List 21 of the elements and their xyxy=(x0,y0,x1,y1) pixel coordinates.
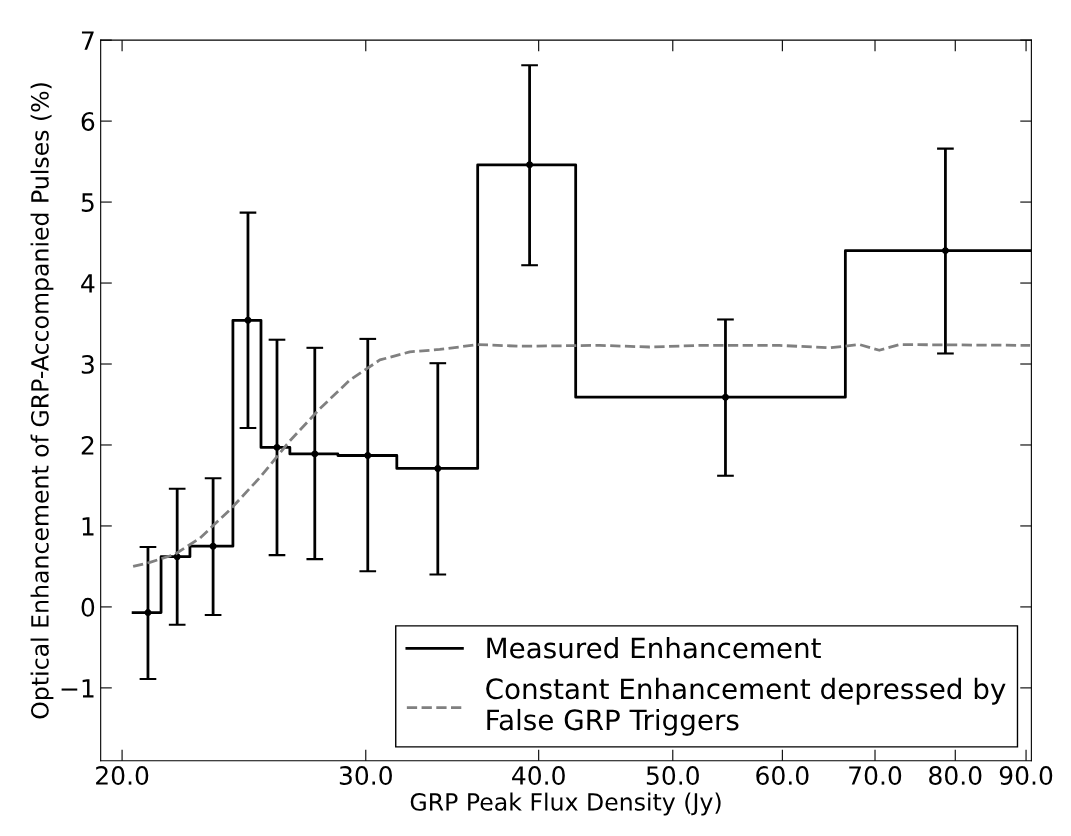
y-tick-label: 7 xyxy=(81,31,94,50)
x-tick-label: 40.0 xyxy=(512,766,565,785)
y-tick-label: −1 xyxy=(61,679,94,698)
y-tick-label: 3 xyxy=(81,354,94,374)
y-tick-label: 0 xyxy=(81,597,95,617)
x-tick-label: 80.0 xyxy=(929,766,982,785)
x-tick-label: 20.0 xyxy=(96,766,149,785)
x-axis-title: GRP Peak Flux Density (Jy) xyxy=(410,792,721,816)
legend-label: Constant Enhancement depressed by False GRP Triggers xyxy=(486,677,1006,736)
y-tick-label: 1 xyxy=(82,517,94,536)
x-tick-label: 70.0 xyxy=(849,766,902,785)
x-tick-label: 50.0 xyxy=(646,766,699,785)
legend-label: Measured Enhancement xyxy=(487,637,821,659)
y-tick-label: 2 xyxy=(81,435,94,455)
y-tick-label: 6 xyxy=(81,112,95,131)
x-tick-label: 60.0 xyxy=(756,766,809,785)
x-tick-label: 30.0 xyxy=(339,766,392,785)
y-axis-title: Optical Enhancement of GRP-Accompanied Pulses (%) xyxy=(30,83,54,719)
x-tick-label: 90.0 xyxy=(999,766,1053,785)
y-tick-label: 4 xyxy=(81,274,95,293)
y-tick-label: 5 xyxy=(81,193,94,212)
